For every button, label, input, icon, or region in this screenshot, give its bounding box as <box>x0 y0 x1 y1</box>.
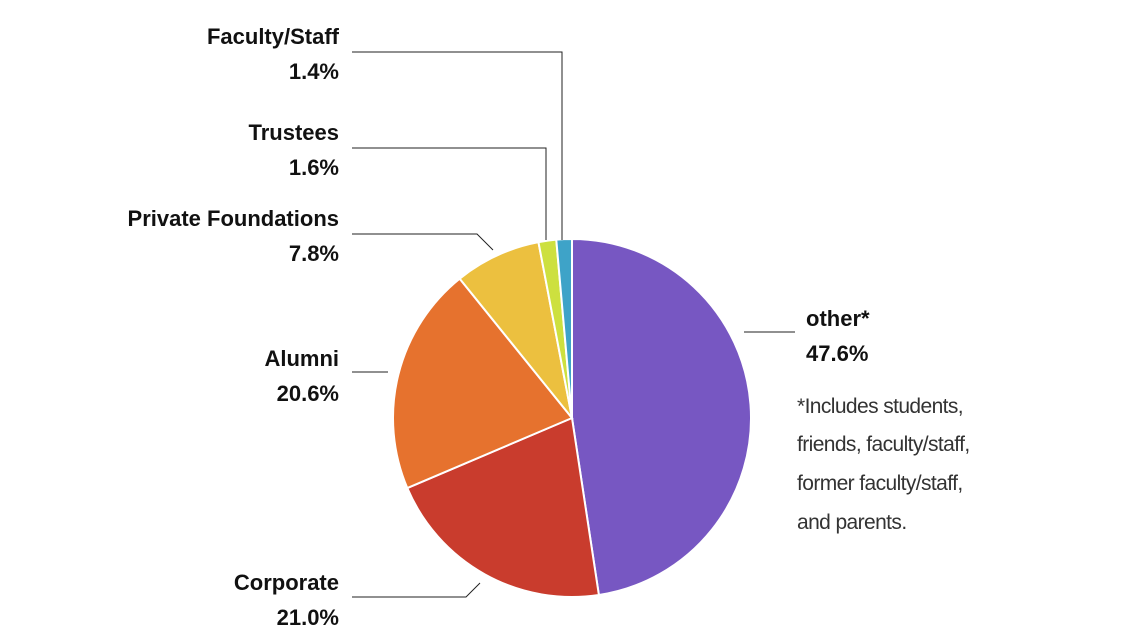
label-value-other: 47.6% <box>806 341 868 366</box>
leader-line-trustees <box>352 147 547 240</box>
label-name-corporate: Corporate <box>234 570 339 595</box>
footnote-line-2: friends, faculty/staff, <box>797 433 970 456</box>
label-value-alumni: 20.6% <box>277 381 339 406</box>
footnote-line-3: former faculty/staff, <box>797 472 963 495</box>
label-name-private-foundations: Private Foundations <box>128 206 339 231</box>
leader-line-corporate <box>352 582 481 598</box>
label-name-faculty-staff: Faculty/Staff <box>207 24 340 49</box>
label-value-faculty-staff: 1.4% <box>289 59 339 84</box>
leader-line-private-foundations <box>352 233 494 251</box>
footnote-line-1: *Includes students, <box>797 395 963 418</box>
leader-line-faculty-staff <box>352 51 563 240</box>
slice-labels: Faculty/Staff 1.4% Trustees 1.6% Private… <box>128 24 870 630</box>
pie-slice-corporate <box>405 416 601 598</box>
footnote: *Includes students, friends, faculty/sta… <box>797 395 970 534</box>
label-value-private-foundations: 7.8% <box>289 241 339 266</box>
footnote-line-4: and parents. <box>797 511 907 534</box>
pie-slices <box>392 237 752 598</box>
label-value-trustees: 1.6% <box>289 155 339 180</box>
leader-lines <box>352 51 795 598</box>
pie-slice-other <box>571 237 752 597</box>
label-name-other: other* <box>806 306 870 331</box>
label-name-alumni: Alumni <box>264 346 339 371</box>
pie-slice-faculty-staff <box>555 237 573 419</box>
pie-slice-alumni <box>392 277 574 490</box>
label-name-trustees: Trustees <box>249 120 340 145</box>
label-value-corporate: 21.0% <box>277 605 339 630</box>
